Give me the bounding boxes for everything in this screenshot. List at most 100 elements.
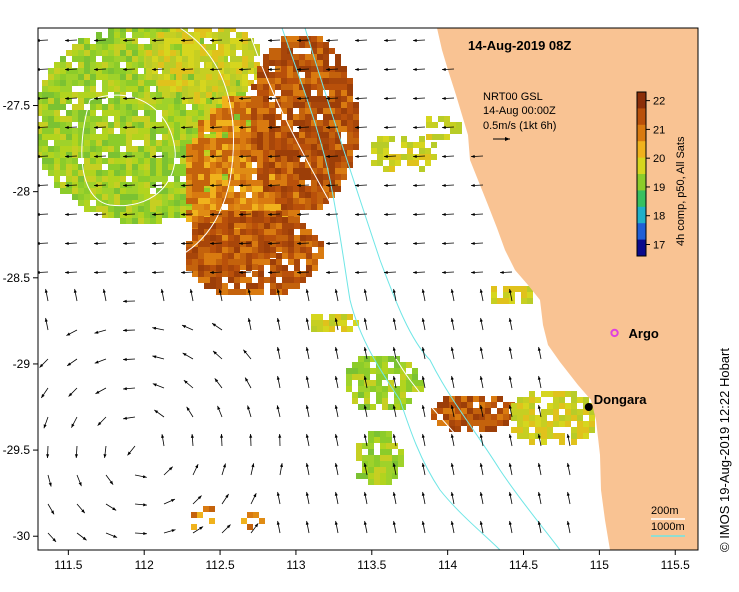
sst-pixel — [228, 186, 234, 192]
sst-pixel — [553, 397, 559, 403]
sst-pixel — [204, 210, 210, 216]
sst-pixel — [258, 192, 264, 198]
sst-pixel — [114, 164, 120, 170]
sst-pixel — [216, 132, 222, 138]
sst-pixel — [281, 66, 287, 72]
sst-pixel — [419, 136, 425, 142]
sst-pixel — [78, 140, 84, 146]
sst-pixel — [346, 374, 352, 380]
sst-pixel — [132, 188, 138, 194]
sst-pixel — [491, 426, 497, 432]
sst-pixel — [412, 368, 418, 374]
sst-pixel — [216, 126, 222, 132]
sst-pixel — [90, 98, 96, 104]
sst-pixel — [156, 104, 162, 110]
sst-pixel — [305, 144, 311, 150]
current-arrowhead — [161, 434, 165, 439]
sst-pixel — [240, 120, 246, 126]
sst-pixel — [234, 116, 240, 122]
sst-pixel — [511, 415, 517, 421]
current-arrowhead — [94, 96, 98, 100]
sst-pixel — [186, 74, 192, 80]
sst-pixel — [329, 90, 335, 96]
sst-pixel — [120, 86, 126, 92]
sst-pixel — [158, 62, 164, 68]
sst-pixel — [281, 186, 287, 192]
sst-pixel — [276, 217, 282, 223]
sst-pixel — [400, 368, 406, 374]
sst-pixel — [287, 60, 293, 66]
sst-pixel — [517, 397, 523, 403]
current-arrowhead — [305, 492, 309, 496]
sst-pixel — [281, 60, 287, 66]
sst-pixel — [386, 443, 392, 449]
sst-pixel — [317, 126, 323, 132]
sst-pixel — [168, 158, 174, 164]
current-arrowhead — [127, 451, 132, 456]
sst-pixel — [84, 194, 90, 200]
sst-pixel — [170, 50, 176, 56]
sst-pixel — [456, 128, 462, 134]
sst-pixel — [270, 204, 276, 210]
sst-pixel — [126, 194, 132, 200]
current-arrowhead — [181, 241, 185, 245]
sst-pixel — [294, 283, 300, 289]
sst-pixel — [535, 427, 541, 433]
sst-pixel — [234, 217, 240, 223]
sst-pixel — [317, 78, 323, 84]
sst-pixel — [212, 38, 218, 44]
sst-pixel — [523, 397, 529, 403]
sst-pixel — [323, 174, 329, 180]
sst-pixel — [198, 120, 204, 126]
current-arrowhead — [112, 507, 117, 511]
sst-pixel — [437, 408, 443, 414]
sst-pixel — [400, 404, 406, 410]
sst-pixel — [230, 74, 236, 80]
sst-pixel — [287, 192, 293, 198]
current-arrowhead — [123, 67, 127, 71]
current-arrowhead — [94, 330, 99, 334]
sst-pixel — [114, 44, 120, 50]
sst-pixel — [162, 140, 168, 146]
sst-pixel — [311, 108, 317, 114]
sst-pixel — [144, 140, 150, 146]
current-arrowhead — [450, 318, 454, 322]
sst-pixel — [168, 44, 174, 50]
sst-pixel — [210, 126, 216, 132]
sst-pixel — [216, 108, 222, 114]
current-arrowhead — [413, 96, 417, 100]
sst-pixel — [102, 212, 108, 218]
sst-pixel — [541, 439, 547, 445]
sst-pixel — [66, 146, 72, 152]
sst-pixel — [329, 126, 335, 132]
sst-pixel — [335, 102, 341, 108]
sst-pixel — [102, 104, 108, 110]
current-arrowhead — [95, 390, 100, 394]
current-arrowhead — [123, 357, 127, 362]
current-arrowhead — [210, 183, 214, 187]
sst-pixel — [194, 56, 200, 62]
sst-pixel — [194, 44, 200, 50]
sst-pixel — [162, 206, 168, 212]
sst-pixel — [234, 259, 240, 265]
sst-pixel — [323, 132, 329, 138]
sst-pixel — [126, 146, 132, 152]
sst-pixel — [222, 156, 228, 162]
sst-pixel — [335, 84, 341, 90]
sst-pixel — [216, 235, 222, 241]
sst-pixel — [222, 162, 228, 168]
sst-pixel — [412, 374, 418, 380]
current-arrowhead — [123, 212, 127, 216]
sst-pixel — [571, 415, 577, 421]
sst-pixel — [182, 44, 188, 50]
sst-pixel — [251, 144, 257, 150]
sst-pixel — [517, 415, 523, 421]
sst-pixel — [228, 265, 234, 271]
x-tick-label: 112 — [135, 558, 154, 572]
sst-pixel — [240, 198, 246, 204]
current-arrows — [38, 38, 571, 543]
sst-pixel — [234, 80, 240, 86]
sst-pixel — [188, 80, 194, 86]
sst-pixel — [156, 98, 162, 104]
sst-pixel — [329, 150, 335, 156]
